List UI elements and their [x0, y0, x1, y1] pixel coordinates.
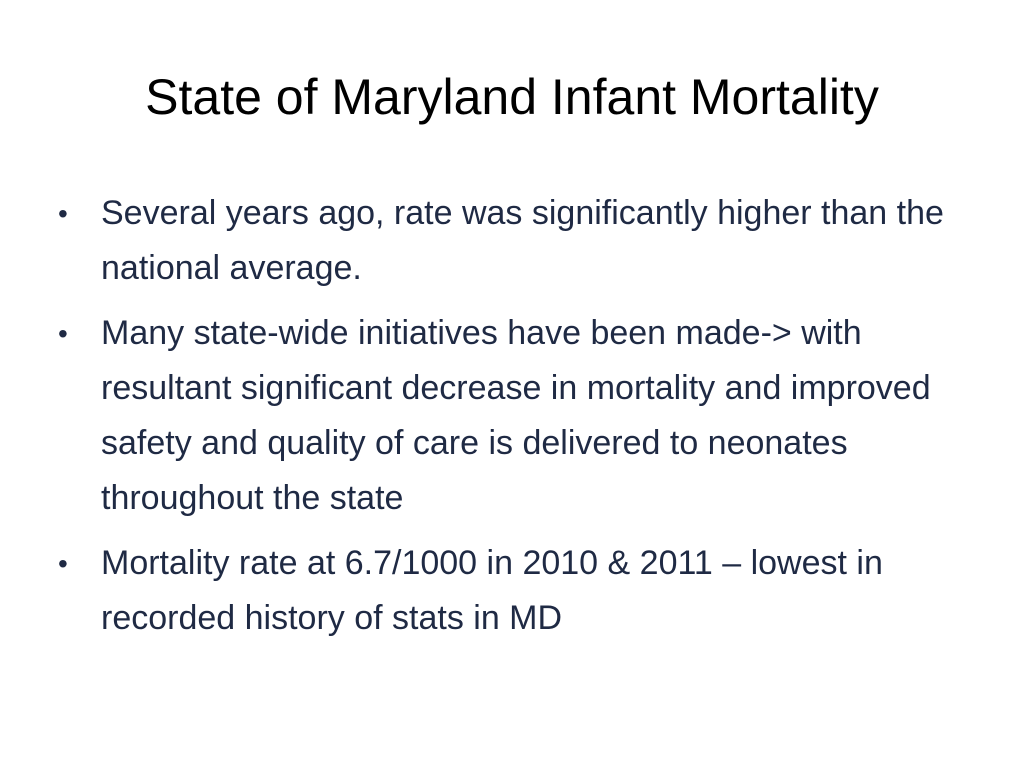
bullet-text: Many state-wide initiatives have been ma…	[101, 314, 931, 517]
bullet-item: • Several years ago, rate was significan…	[55, 186, 985, 296]
bullet-item: • Many state-wide initiatives have been …	[55, 306, 985, 526]
bullet-point-icon: •	[58, 548, 68, 579]
slide-title: State of Maryland Infant Mortality	[145, 69, 879, 125]
bullet-text: Mortality rate at 6.7/1000 in 2010 & 201…	[101, 544, 883, 637]
bullet-list: • Several years ago, rate was significan…	[55, 186, 985, 656]
bullet-text: Several years ago, rate was significantl…	[101, 194, 944, 287]
bullet-point-icon: •	[58, 198, 68, 229]
bullet-point-icon: •	[58, 318, 68, 349]
bullet-item: • Mortality rate at 6.7/1000 in 2010 & 2…	[55, 536, 985, 646]
